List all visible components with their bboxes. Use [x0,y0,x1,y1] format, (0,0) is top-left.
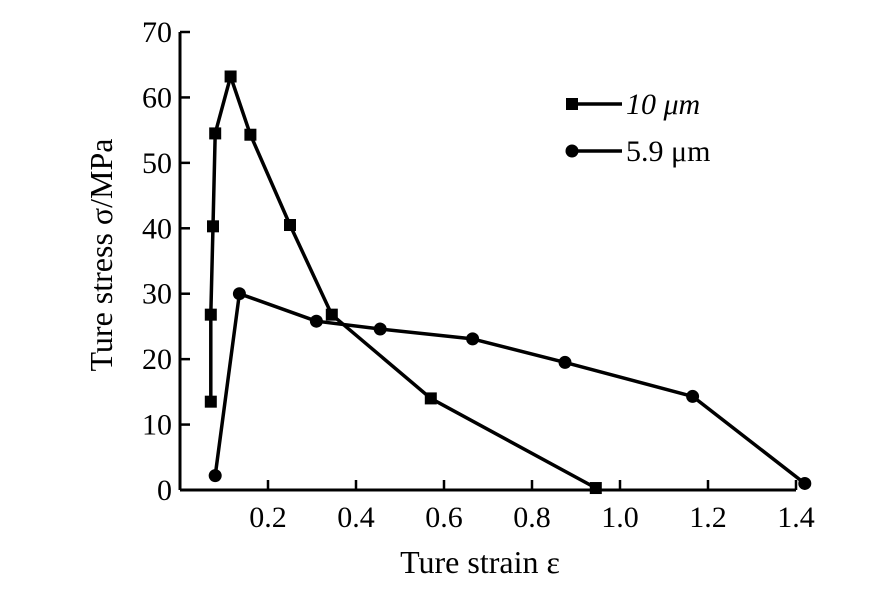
x-axis-ticks: 0.2 0.4 0.6 0.8 1.0 1.2 1.4 [249,480,815,534]
legend-label-5-9um: 5.9 μm [626,135,710,168]
y-tick-label: 60 [142,81,172,114]
data-point-square [207,220,219,233]
data-point-square [424,392,437,405]
data-point-circle [309,314,323,328]
x-tick-label: 1.2 [689,501,727,534]
legend-square-marker [566,98,578,110]
x-tick-label: 1.0 [601,501,639,534]
x-tick-label: 0.4 [337,501,375,534]
data-point-square [244,128,257,141]
plot-area [178,32,796,492]
y-tick-label: 70 [142,16,172,49]
data-point-square [325,308,338,321]
series-layer [204,70,812,495]
data-point-circle [208,469,222,483]
data-point-square [204,395,217,408]
legend-item-5-9um: 5.9 μm [565,135,710,168]
y-axis-ticks: 0 10 20 30 40 50 60 70 [142,16,190,507]
y-tick-label: 40 [142,212,172,245]
data-point-square [209,127,222,140]
legend-circle-marker [565,144,579,158]
y-tick-label: 50 [142,147,172,180]
series-line-1 [213,291,806,485]
data-point-circle [686,389,700,403]
x-tick-label: 0.2 [249,501,287,534]
y-axis-title: Ture stress σ/MPa [83,139,119,372]
x-tick-label: 1.4 [777,501,815,534]
legend-item-10um: 10 μm [566,88,700,121]
x-axis-title: Ture strain ε [400,544,560,580]
data-point-circle [558,355,572,369]
data-point-square [204,308,217,321]
y-tick-label: 0 [157,474,172,507]
x-tick-label: 0.8 [513,501,551,534]
legend-label-10um: 10 μm [626,88,700,121]
data-point-square [284,219,296,232]
data-point-circle [466,332,480,346]
y-tick-label: 10 [142,409,172,442]
data-point-square [224,70,237,83]
x-tick-label: 0.6 [425,501,463,534]
legend: 10 μm 5.9 μm [565,88,710,168]
y-tick-label: 20 [142,343,172,376]
data-point-square [589,482,602,495]
data-point-circle [232,287,246,301]
y-tick-label: 30 [142,278,172,311]
data-point-circle [373,322,387,336]
series-line-0 [209,74,597,490]
data-point-circle [798,476,812,490]
